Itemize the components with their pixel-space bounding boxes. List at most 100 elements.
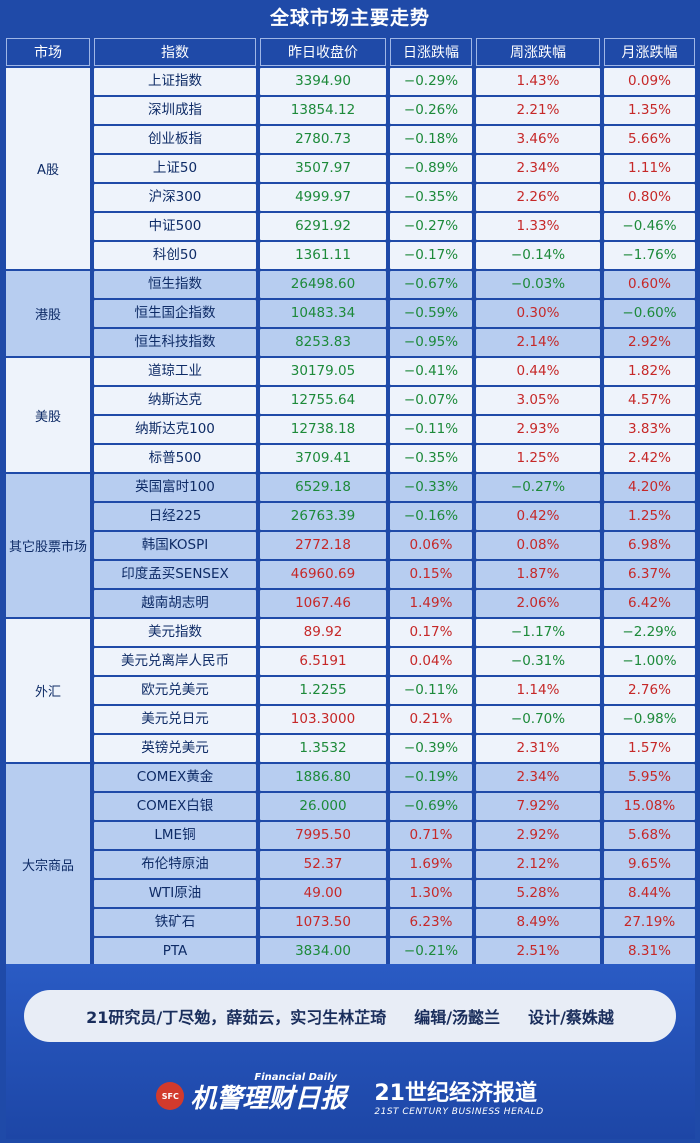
index-name: 布伦特原油 (94, 851, 256, 878)
monthly-change: 5.66% (604, 126, 695, 153)
monthly-change: −0.98% (604, 706, 695, 733)
business-herald-logo: 21世纪经济报道 21ST CENTURY BUSINESS HERALD (374, 1075, 543, 1117)
index-name: 美元兑离岸人民币 (94, 648, 256, 675)
table-row: 恒生科技指数 8253.83 −0.95% 2.14% 2.92% (94, 329, 695, 356)
weekly-change: 2.14% (476, 329, 600, 356)
monthly-change: 2.76% (604, 677, 695, 704)
weekly-change: 7.92% (476, 793, 600, 820)
weekly-change: 2.93% (476, 416, 600, 443)
business-herald-name: 21世纪经济报道 (374, 1081, 537, 1106)
index-name: 恒生科技指数 (94, 329, 256, 356)
daily-change: −0.26% (390, 97, 472, 124)
close-price: 26.000 (260, 793, 386, 820)
close-price: 6.5191 (260, 648, 386, 675)
table-row: 纳斯达克100 12738.18 −0.11% 2.93% 3.83% (94, 416, 695, 443)
daily-change: 0.04% (390, 648, 472, 675)
market-label: 外汇 (6, 619, 90, 762)
close-price: 4999.97 (260, 184, 386, 211)
close-price: 1073.50 (260, 909, 386, 936)
index-name: 恒生国企指数 (94, 300, 256, 327)
daily-change: −0.18% (390, 126, 472, 153)
close-price: 1.2255 (260, 677, 386, 704)
monthly-change: −0.60% (604, 300, 695, 327)
header-market: 市场 (6, 38, 90, 66)
close-price: 2780.73 (260, 126, 386, 153)
close-price: 1.3532 (260, 735, 386, 762)
monthly-change: 8.44% (604, 880, 695, 907)
table-row: 印度孟买SENSEX 46960.69 0.15% 1.87% 6.37% (94, 561, 695, 588)
close-price: 1361.11 (260, 242, 386, 269)
close-price: 10483.34 (260, 300, 386, 327)
table-row: 标普500 3709.41 −0.35% 1.25% 2.42% (94, 445, 695, 472)
header-monthly: 月涨跌幅 (604, 38, 695, 66)
index-name: 欧元兑美元 (94, 677, 256, 704)
weekly-change: 0.08% (476, 532, 600, 559)
index-name: 印度孟买SENSEX (94, 561, 256, 588)
monthly-change: 6.37% (604, 561, 695, 588)
weekly-change: −0.14% (476, 242, 600, 269)
table-row: 沪深300 4999.97 −0.35% 2.26% 0.80% (94, 184, 695, 211)
daily-change: 6.23% (390, 909, 472, 936)
sfc-badge-icon: SFC (156, 1082, 185, 1110)
daily-change: −0.33% (390, 474, 472, 501)
close-price: 103.3000 (260, 706, 386, 733)
table-row: COMEX黄金 1886.80 −0.19% 2.34% 5.95% (94, 764, 695, 791)
table-row: 恒生指数 26498.60 −0.67% −0.03% 0.60% (94, 271, 695, 298)
weekly-change: 2.21% (476, 97, 600, 124)
index-name: 恒生指数 (94, 271, 256, 298)
table-row: 英镑兑美元 1.3532 −0.39% 2.31% 1.57% (94, 735, 695, 762)
daily-change: 0.06% (390, 532, 472, 559)
header-index: 指数 (94, 38, 256, 66)
weekly-change: 1.33% (476, 213, 600, 240)
table-row: 纳斯达克 12755.64 −0.07% 3.05% 4.57% (94, 387, 695, 414)
daily-change: −0.17% (390, 242, 472, 269)
table-row: 上证50 3507.97 −0.89% 2.34% 1.11% (94, 155, 695, 182)
weekly-change: 1.87% (476, 561, 600, 588)
table-row: 日经225 26763.39 −0.16% 0.42% 1.25% (94, 503, 695, 530)
monthly-change: 2.42% (604, 445, 695, 472)
daily-change: 1.30% (390, 880, 472, 907)
close-price: 46960.69 (260, 561, 386, 588)
table-row: 美元指数 89.92 0.17% −1.17% −2.29% (94, 619, 695, 646)
monthly-change: 4.57% (604, 387, 695, 414)
financial-daily-sub: Financial Daily (254, 1071, 338, 1083)
monthly-change: 6.98% (604, 532, 695, 559)
monthly-change: 0.09% (604, 68, 695, 95)
weekly-change: 2.51% (476, 938, 600, 965)
daily-change: −0.29% (390, 68, 472, 95)
daily-change: −0.35% (390, 184, 472, 211)
monthly-change: 27.19% (604, 909, 695, 936)
weekly-change: 3.05% (476, 387, 600, 414)
weekly-change: 2.92% (476, 822, 600, 849)
monthly-change: 0.60% (604, 271, 695, 298)
daily-change: −0.89% (390, 155, 472, 182)
close-price: 12755.64 (260, 387, 386, 414)
close-price: 12738.18 (260, 416, 386, 443)
monthly-change: 9.65% (604, 851, 695, 878)
weekly-change: 2.34% (476, 764, 600, 791)
logos: SFC Financial Daily 机警理财日报 21世纪经济报道 21ST… (0, 1066, 700, 1126)
daily-change: −0.27% (390, 213, 472, 240)
daily-change: −0.67% (390, 271, 472, 298)
table-row: 越南胡志明 1067.46 1.49% 2.06% 6.42% (94, 590, 695, 617)
table-row: PTA 3834.00 −0.21% 2.51% 8.31% (94, 938, 695, 965)
table-row: 创业板指 2780.73 −0.18% 3.46% 5.66% (94, 126, 695, 153)
daily-change: −0.21% (390, 938, 472, 965)
index-name: 美元兑日元 (94, 706, 256, 733)
weekly-change: 2.31% (476, 735, 600, 762)
close-price: 1067.46 (260, 590, 386, 617)
header-weekly: 周涨跌幅 (476, 38, 600, 66)
monthly-change: 6.42% (604, 590, 695, 617)
table-row: 科创50 1361.11 −0.17% −0.14% −1.76% (94, 242, 695, 269)
monthly-change: 5.68% (604, 822, 695, 849)
header-daily: 日涨跌幅 (390, 38, 472, 66)
daily-change: 1.69% (390, 851, 472, 878)
financial-daily-logo: SFC Financial Daily 机警理财日报 (156, 1072, 346, 1115)
daily-change: 0.17% (390, 619, 472, 646)
weekly-change: 8.49% (476, 909, 600, 936)
weekly-change: −0.27% (476, 474, 600, 501)
weekly-change: 1.43% (476, 68, 600, 95)
market-label: 大宗商品 (6, 764, 90, 965)
table-row: 欧元兑美元 1.2255 −0.11% 1.14% 2.76% (94, 677, 695, 704)
table-row: 布伦特原油 52.37 1.69% 2.12% 9.65% (94, 851, 695, 878)
